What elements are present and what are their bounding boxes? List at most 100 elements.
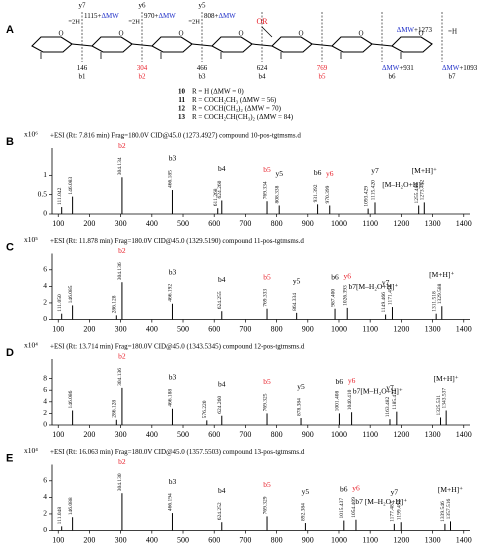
peak-label: 1329.588 [437, 283, 443, 304]
compound-id: 13 [178, 113, 186, 121]
spectrum-header: +ESI (Rt: 11.878 min) Frag=180.0V CID@45… [50, 237, 304, 245]
ion-label: b2 [118, 141, 126, 150]
y-tick-label: 0 [43, 209, 47, 218]
y-tick-label: 1 [43, 170, 47, 179]
peak-label: 304.130 [117, 473, 123, 491]
x-tick-label: 700 [239, 324, 251, 333]
ion-label: [M–H₂O+H]⁺ [382, 180, 425, 189]
b-ion-mass: 304 [137, 64, 148, 72]
y-ion-loss: =2H [68, 18, 80, 25]
text-part: ΔMW [397, 26, 415, 34]
peak-label: 466.185 [168, 170, 174, 188]
x-tick-label: 400 [146, 324, 158, 333]
peak-label: 987.400 [330, 289, 336, 307]
ion-label: b6 [331, 272, 339, 281]
peak-label: 1339.546 [440, 501, 446, 522]
ion-label: b2 [118, 457, 126, 466]
peak-label: 1001.408 [335, 391, 341, 412]
sugar-ring [91, 36, 133, 53]
peak-label: 1054.409 [351, 497, 357, 518]
x-tick-label: 1100 [362, 324, 378, 333]
text-part: +1273 [414, 26, 432, 34]
panel-letter: A [6, 24, 14, 36]
x-tick-label: 300 [115, 535, 127, 544]
ring-oxygen: O [178, 30, 183, 38]
peak-label: 304.136 [117, 262, 123, 280]
text-part: +931 [399, 64, 414, 72]
peak-label: 1015.437 [339, 498, 345, 519]
scale-label: x10⁵ [24, 235, 38, 244]
peak-label: 864.334 [292, 293, 298, 311]
x-tick-label: 500 [177, 535, 189, 544]
ion-label: [M+H]⁺ [429, 270, 454, 279]
x-tick-label: 1200 [393, 324, 409, 333]
ion-label: b7[M–H₂O+H]⁺ [349, 282, 399, 291]
y-ion-name: y6 [139, 2, 147, 10]
x-tick-label: 600 [208, 324, 220, 333]
ion-label: b5 [263, 165, 271, 174]
x-tick-label: 200 [83, 324, 95, 333]
y-ion-name: y5 [199, 2, 207, 10]
peak-label: 1177.482 [390, 501, 396, 522]
peak-label: 111.048 [57, 507, 63, 525]
y-tick-label: 4 [43, 492, 47, 501]
ion-label: b6 [314, 168, 322, 177]
ion-label: b2 [118, 246, 126, 255]
y-tick-label: 8 [43, 373, 47, 382]
ion-label: b3 [169, 154, 177, 163]
x-tick-label: 900 [302, 430, 314, 439]
y-ion-mass: 970+ΔMW [144, 12, 176, 20]
y-tick-label: 0 [43, 314, 47, 323]
b-ion-name: b7 [449, 73, 457, 81]
ring-oxygen: O [238, 30, 243, 38]
text-part: ΔMW [382, 64, 400, 72]
x-tick-label: 100 [52, 430, 64, 439]
x-tick-label: 700 [239, 219, 251, 228]
b-ion-name: b4 [259, 73, 267, 81]
peak-label: 624.260 [217, 180, 223, 198]
panel-letter: B [6, 136, 14, 148]
x-tick-label: 1400 [456, 535, 472, 544]
peak-label: 970.399 [325, 185, 331, 203]
substituent: OR [256, 17, 268, 26]
peak-label: 1149.466 [381, 292, 387, 313]
substituent-bond [261, 26, 273, 38]
b-ion-mass: 466 [197, 64, 208, 72]
ion-label: b6 [340, 484, 348, 493]
b-ion-name: b2 [139, 73, 147, 81]
peak-label: 146.083 [68, 176, 74, 194]
ring-oxygen: O [298, 30, 303, 38]
peak-label: 1325.531 [436, 395, 442, 416]
x-tick-label: 500 [177, 219, 189, 228]
spectrum-header: +ESI (Rt: 16.063 min) Frag=180.0V CID@45… [50, 448, 305, 456]
b-ion-mass: 769 [317, 64, 328, 72]
text-part: 970+ [144, 12, 159, 20]
peak-label: 146.085 [68, 285, 74, 303]
ion-label: y7 [371, 166, 379, 175]
x-tick-label: 500 [177, 430, 189, 439]
peak-label: 111.042 [57, 187, 63, 205]
peak-label: 286.128 [112, 400, 118, 418]
text-part: ΔMW [101, 12, 119, 20]
sugar-ring [211, 36, 253, 53]
ion-label: b2 [118, 352, 126, 361]
x-tick-label: 1300 [425, 430, 441, 439]
y-tick-label: 0 [43, 420, 47, 429]
peak-label: 466.188 [168, 389, 174, 407]
peak-label: 611.268 [213, 188, 219, 206]
text-part: 808+ [204, 12, 219, 20]
text-part: 146 [77, 64, 88, 72]
scale-label: x10⁴ [24, 341, 38, 350]
y-tick-label: 6 [43, 385, 47, 394]
text-part: 466 [197, 64, 208, 72]
peak-label: 286.128 [112, 295, 118, 313]
peak-label: 466.192 [168, 284, 174, 302]
x-tick-label: 500 [177, 324, 189, 333]
y-ion-mass: 808+ΔMW [204, 12, 236, 20]
ring-oxygen: O [358, 30, 363, 38]
x-tick-label: 1200 [393, 430, 409, 439]
x-tick-label: 900 [302, 219, 314, 228]
y-tick-label: 0.5 [38, 189, 48, 198]
x-tick-label: 1100 [362, 430, 378, 439]
